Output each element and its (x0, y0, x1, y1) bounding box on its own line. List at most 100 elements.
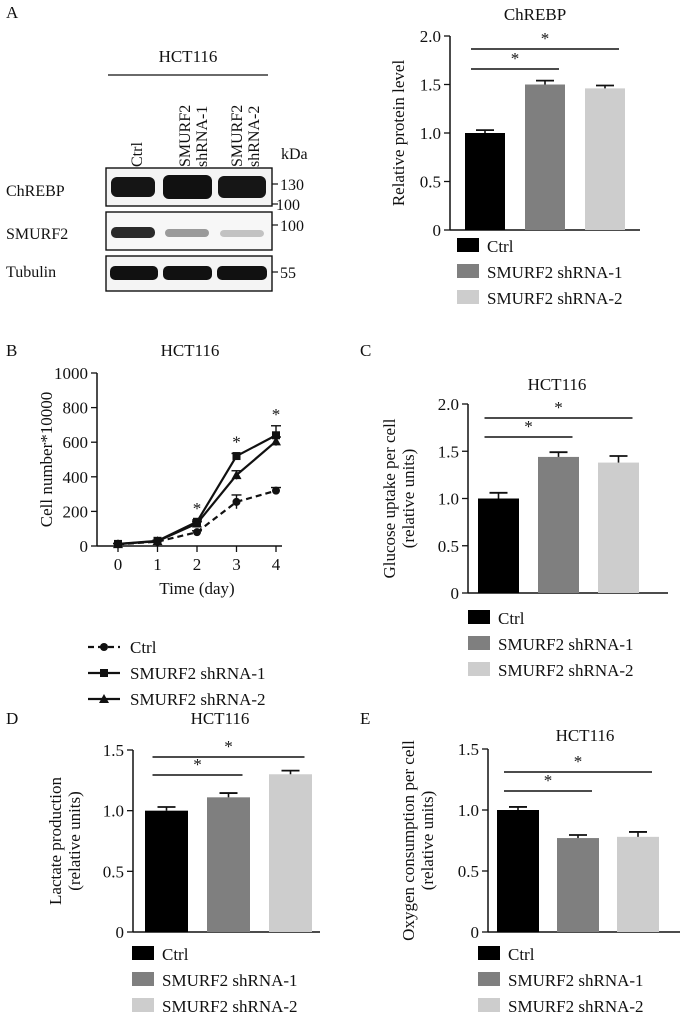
y-tick-label: 0 (116, 923, 125, 942)
y-axis-label-line: (relative units) (399, 449, 418, 549)
y-tick-label: 0.5 (103, 862, 124, 881)
x-axis-label: Time (day) (159, 579, 234, 598)
y-tick-label: 1.0 (438, 490, 459, 509)
bar (478, 498, 519, 593)
y-tick-label: 2.0 (438, 395, 459, 414)
significance-star: * (224, 737, 233, 756)
y-tick-label: 1.5 (438, 442, 459, 461)
y-tick-label: 400 (63, 468, 89, 487)
legend-swatch (468, 662, 490, 676)
data-point (271, 436, 281, 446)
legend-swatch (478, 946, 500, 960)
chart-title: ChREBP (504, 5, 566, 24)
bar (557, 838, 599, 932)
data-point (193, 528, 201, 537)
band-chrebp-sh1 (163, 175, 212, 199)
y-axis-label-line: Glucose uptake per cell (380, 418, 399, 578)
x-tick-label: 3 (232, 555, 241, 574)
chart-title: HCT116 (191, 709, 250, 728)
bar (465, 133, 505, 230)
data-point (272, 431, 280, 440)
y-tick-label: 0 (451, 584, 460, 603)
blot-row-label-chrebp: ChREBP (6, 183, 65, 200)
significance-star: * (554, 398, 563, 417)
significance-star: * (272, 405, 281, 424)
panel-letter-e: E (360, 709, 370, 728)
y-tick-label: 1.0 (458, 801, 479, 820)
significance-star: * (544, 771, 553, 790)
bar (497, 810, 539, 932)
panel-letter-c: C (360, 341, 371, 360)
marker-130: 130 (280, 177, 304, 194)
chart-title: HCT116 (556, 726, 615, 745)
chart-oxygen-consumption: HCT116 Oxygen consumption per cell (relati… (399, 726, 680, 1016)
chart-title: HCT116 (161, 341, 220, 360)
bar (145, 810, 188, 932)
y-axis-label: Cell number*10000 (37, 392, 56, 528)
y-tick-label: 1.5 (458, 740, 479, 759)
chart-lactate-production: HCT116 Lactate production (relative units)… (46, 709, 320, 1016)
significance-star: * (541, 29, 550, 48)
legend-label: Ctrl (508, 945, 535, 964)
y-axis-label: Relative protein level (389, 60, 408, 207)
bar (207, 797, 250, 932)
y-tick-label: 0 (433, 221, 442, 240)
significance-star: * (193, 755, 202, 774)
lane-label-ctrl: Ctrl (129, 142, 146, 167)
band-chrebp-sh2 (218, 176, 266, 198)
y-axis-label-line: (relative units) (65, 791, 84, 891)
y-tick-label: 0.5 (458, 862, 479, 881)
band-smurf2-sh1 (165, 229, 209, 237)
y-tick-label: 600 (63, 433, 89, 452)
legend-swatch (457, 238, 479, 252)
significance-star: * (524, 417, 533, 436)
chart-glucose-uptake: HCT116 Glucose uptake per cell (relative u… (380, 375, 668, 680)
bar (538, 456, 579, 593)
marker-100a: 100 (276, 197, 300, 214)
legend-label: SMURF2 shRNA-1 (487, 263, 623, 282)
western-blot: HCT116 Ctrl SMURF2 shRNA-1 SMURF2 shRNA-… (6, 47, 308, 292)
significance-star: * (511, 49, 520, 68)
chart-chrebp-protein: ChREBP Relative protein level 0 0.5 1.0 1.5 2.… (389, 5, 640, 308)
y-tick-label: 2.0 (420, 27, 441, 46)
chart-cell-growth: HCT116 Cell number*10000 Time (day) 0 200 400… (37, 341, 282, 709)
x-tick-label: 2 (193, 555, 202, 574)
blot-cell-line: HCT116 (159, 47, 218, 66)
legend-label: SMURF2 shRNA-1 (162, 971, 298, 990)
legend-swatch (457, 290, 479, 304)
lane-label-sh2-line2: shRNA-2 (246, 106, 263, 167)
legend-swatch (457, 264, 479, 278)
marker-100b: 100 (280, 218, 304, 235)
legend-label: SMURF2 shRNA-1 (498, 635, 634, 654)
legend-label: SMURF2 shRNA-2 (498, 661, 634, 680)
band-tubulin-ctrl (110, 266, 158, 280)
legend-label: SMURF2 shRNA-2 (508, 997, 644, 1016)
legend-swatch (132, 946, 154, 960)
bar (525, 84, 565, 230)
y-tick-label: 1.0 (420, 124, 441, 143)
bar (617, 836, 659, 932)
bar (269, 774, 312, 932)
data-point (192, 518, 202, 528)
legend-swatch (132, 998, 154, 1012)
y-tick-label: 0.5 (438, 537, 459, 556)
y-axis-label-line: Oxygen consumption per cell (399, 740, 418, 941)
y-tick-label: 1.0 (103, 802, 124, 821)
blot-row-label-smurf2: SMURF2 (6, 226, 68, 243)
y-tick-label: 1000 (54, 364, 88, 383)
significance-star: * (193, 499, 202, 518)
x-tick-label: 1 (153, 555, 162, 574)
x-tick-label: 4 (272, 555, 281, 574)
data-point (100, 643, 108, 651)
legend-label: SMURF2 shRNA-2 (487, 289, 623, 308)
legend-label: Ctrl (130, 638, 157, 657)
series-line (117, 434, 277, 546)
data-point (272, 486, 280, 495)
data-point (100, 669, 108, 677)
lane-label-sh2-line1: SMURF2 (229, 105, 246, 167)
data-point (99, 694, 109, 703)
legend-label: Ctrl (162, 945, 189, 964)
band-smurf2-sh2 (220, 230, 264, 237)
significance-star: * (574, 752, 583, 771)
